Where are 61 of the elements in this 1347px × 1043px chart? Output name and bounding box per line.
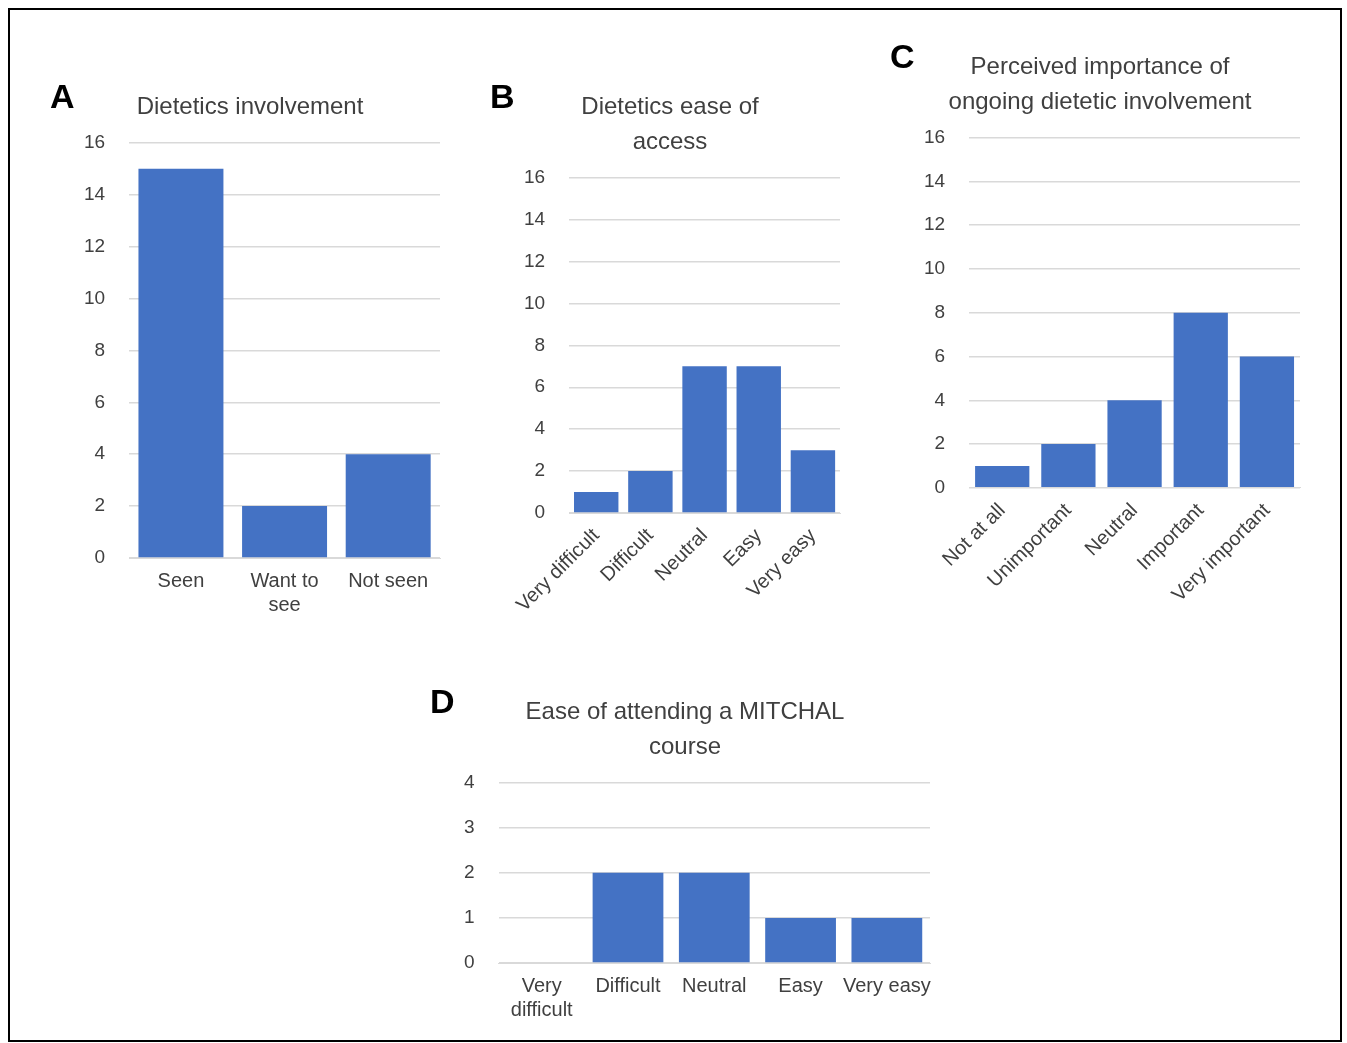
bar <box>1239 356 1295 488</box>
y-tick-label: 14 <box>923 169 946 191</box>
y-tick-label: 2 <box>934 432 946 454</box>
bar <box>242 506 328 558</box>
chart-title: Dietetics ease of access <box>581 92 760 154</box>
y-tick-label: 10 <box>83 286 106 308</box>
y-tick-label: 3 <box>463 815 475 837</box>
bar <box>138 168 224 558</box>
y-tick-label: 6 <box>94 390 106 412</box>
y-tick-label: 12 <box>83 234 106 256</box>
x-tick-label: Neutral <box>682 973 747 996</box>
bar <box>1041 444 1096 488</box>
bar <box>1107 400 1162 488</box>
bar <box>345 454 431 558</box>
y-tick-label: 8 <box>94 338 106 360</box>
y-tick-label: 6 <box>534 375 546 397</box>
text: C <box>890 37 915 76</box>
chart-title: Ease of attending a MITCHAL course <box>525 697 845 759</box>
y-tick-label: 0 <box>463 951 475 973</box>
y-tick-label: 16 <box>83 131 106 153</box>
y-tick-label: 6 <box>934 344 946 366</box>
y-tick-label: 2 <box>94 494 106 516</box>
x-tick-label: Seen <box>157 568 205 591</box>
y-tick-label: 4 <box>534 417 546 439</box>
y-tick-label: 0 <box>934 476 946 498</box>
bar <box>574 492 619 513</box>
y-tick-label: 4 <box>934 388 946 410</box>
y-tick-label: 10 <box>923 257 946 279</box>
bar <box>682 366 727 513</box>
y-tick-label: 14 <box>523 207 546 229</box>
x-tick-label: Easy <box>778 973 823 996</box>
x-tick-label: Very easy <box>842 973 931 996</box>
y-tick-label: 2 <box>463 861 475 883</box>
y-tick-label: 4 <box>463 770 475 792</box>
bar <box>628 471 673 513</box>
text: D <box>430 682 455 721</box>
chart-title: Perceived importance of ongoing dietetic involvement <box>948 52 1252 114</box>
x-tick-label: Difficult <box>595 973 662 996</box>
chart-title: Dietetics involvement <box>136 92 364 120</box>
y-tick-label: 16 <box>523 165 546 187</box>
y-tick-label: 8 <box>934 300 946 322</box>
y-tick-label: 12 <box>523 249 546 271</box>
bar <box>736 366 781 513</box>
bar <box>1173 312 1228 488</box>
y-tick-label: 1 <box>463 906 475 928</box>
y-tick-label: 12 <box>923 213 946 235</box>
y-tick-label: 0 <box>534 501 546 523</box>
x-tick-label: Not seen <box>348 568 429 591</box>
y-tick-label: 8 <box>534 333 546 355</box>
x-tick-label: Very difficult <box>510 973 574 1020</box>
y-tick-label: 0 <box>94 546 106 568</box>
text: B <box>490 77 515 116</box>
bar <box>975 465 1030 488</box>
x-tick-label: Want to see <box>250 568 319 615</box>
y-tick-label: 10 <box>523 291 546 313</box>
y-tick-label: 16 <box>923 125 946 147</box>
y-tick-label: 2 <box>534 459 546 481</box>
y-tick-label: 4 <box>94 442 106 464</box>
bar <box>790 450 836 513</box>
y-tick-label: 14 <box>83 182 106 204</box>
text: A <box>50 77 75 116</box>
